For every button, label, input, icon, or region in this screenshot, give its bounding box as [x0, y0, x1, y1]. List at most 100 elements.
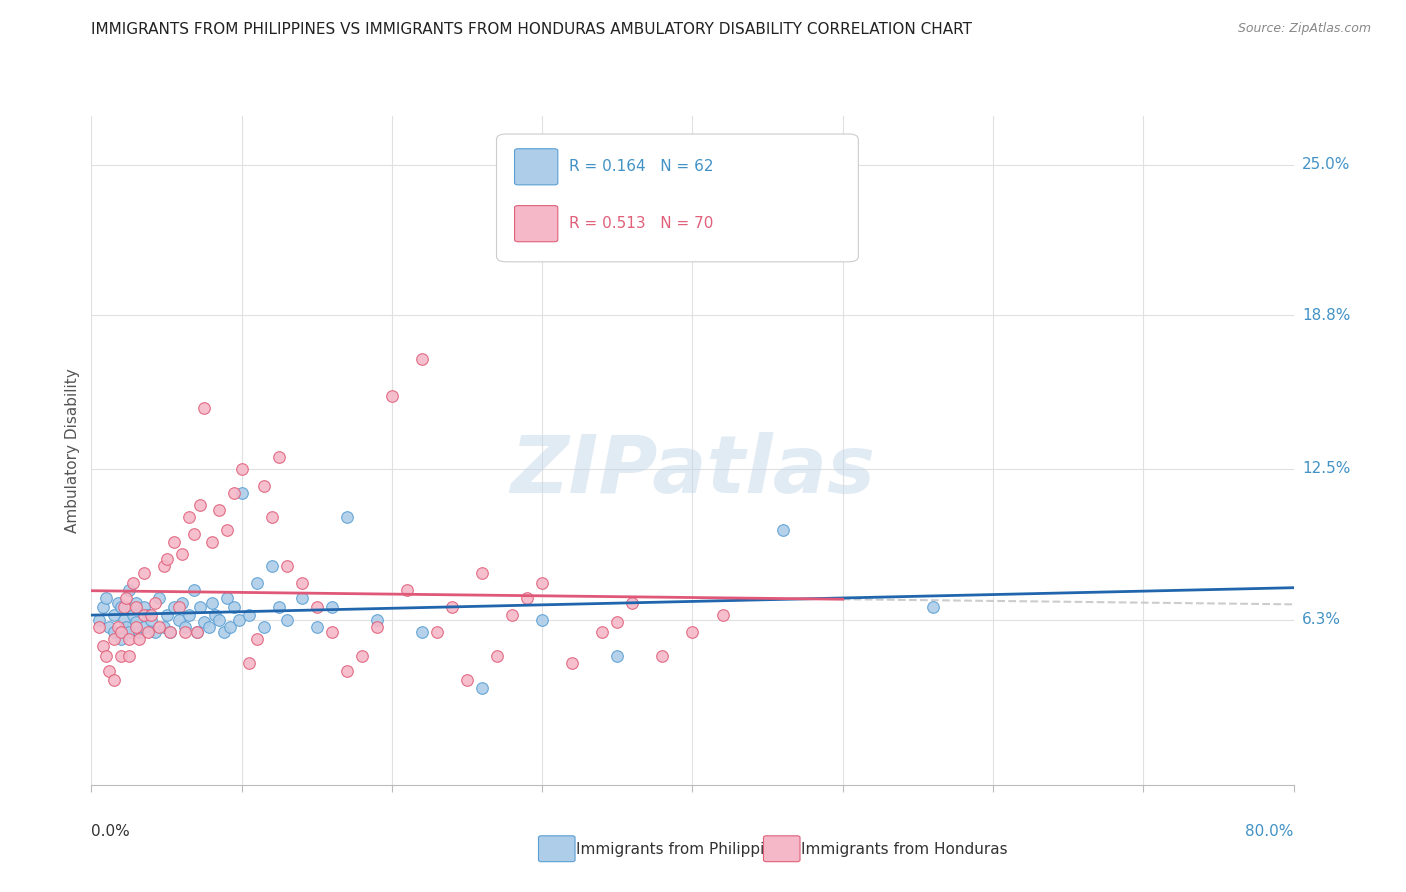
Point — [96, 648, 118, 663]
Text: 18.8%: 18.8% — [1302, 308, 1350, 323]
Point — [224, 486, 246, 500]
Point — [276, 613, 298, 627]
Point — [141, 607, 163, 622]
Point — [922, 600, 945, 615]
Point — [132, 620, 155, 634]
Point — [118, 583, 141, 598]
Point — [291, 576, 314, 591]
Point — [201, 595, 224, 609]
Point — [426, 624, 449, 639]
Point — [456, 673, 478, 688]
Point — [122, 607, 145, 622]
Point — [193, 615, 215, 629]
Point — [167, 613, 190, 627]
Point — [246, 576, 269, 591]
Text: 12.5%: 12.5% — [1302, 461, 1350, 476]
Point — [167, 600, 190, 615]
Point — [118, 632, 141, 646]
Point — [177, 510, 200, 524]
Point — [336, 664, 359, 678]
Point — [155, 551, 177, 566]
FancyBboxPatch shape — [515, 149, 558, 185]
Point — [87, 613, 110, 627]
Point — [159, 624, 181, 639]
Point — [118, 648, 141, 663]
Point — [148, 620, 170, 634]
Point — [87, 620, 110, 634]
Point — [366, 613, 388, 627]
Point — [132, 600, 155, 615]
Point — [606, 648, 628, 663]
Point — [96, 591, 118, 605]
Point — [188, 498, 211, 512]
Point — [350, 648, 373, 663]
Point — [231, 461, 253, 475]
Point — [93, 600, 115, 615]
Point — [269, 450, 291, 464]
Point — [471, 566, 494, 581]
Point — [177, 607, 200, 622]
Point — [411, 352, 433, 367]
Point — [141, 613, 163, 627]
Point — [163, 600, 186, 615]
Point — [186, 624, 208, 639]
Point — [125, 620, 148, 634]
Point — [186, 624, 208, 639]
Point — [183, 583, 205, 598]
Point — [238, 657, 260, 671]
Y-axis label: Ambulatory Disability: Ambulatory Disability — [65, 368, 80, 533]
Point — [173, 624, 195, 639]
Point — [128, 624, 150, 639]
Point — [132, 607, 155, 622]
Point — [269, 600, 291, 615]
FancyBboxPatch shape — [515, 206, 558, 242]
Text: R = 0.513   N = 70: R = 0.513 N = 70 — [568, 216, 713, 230]
FancyBboxPatch shape — [496, 134, 858, 262]
Point — [173, 620, 195, 634]
Point — [305, 600, 328, 615]
Point — [208, 503, 231, 517]
Point — [107, 595, 129, 609]
Point — [516, 591, 538, 605]
Point — [531, 613, 554, 627]
Point — [152, 559, 174, 574]
Point — [291, 591, 314, 605]
Point — [118, 624, 141, 639]
Text: Immigrants from Philippines: Immigrants from Philippines — [576, 842, 792, 856]
Point — [321, 624, 343, 639]
Point — [125, 595, 148, 609]
Point — [215, 591, 238, 605]
Point — [201, 534, 224, 549]
Point — [208, 613, 231, 627]
Point — [561, 657, 583, 671]
Point — [204, 607, 226, 622]
Point — [591, 624, 613, 639]
Point — [276, 559, 298, 574]
Point — [114, 613, 136, 627]
Text: 0.0%: 0.0% — [91, 824, 131, 838]
Point — [366, 620, 388, 634]
Point — [486, 648, 509, 663]
Point — [411, 624, 433, 639]
Point — [681, 624, 703, 639]
Point — [501, 607, 523, 622]
Point — [132, 566, 155, 581]
Point — [188, 600, 211, 615]
Point — [260, 510, 283, 524]
Point — [224, 600, 246, 615]
Point — [531, 576, 554, 591]
Text: 6.3%: 6.3% — [1302, 612, 1341, 627]
Point — [215, 523, 238, 537]
Point — [606, 615, 628, 629]
Text: 25.0%: 25.0% — [1302, 157, 1350, 172]
Point — [155, 607, 177, 622]
Point — [125, 615, 148, 629]
Point — [103, 624, 125, 639]
Point — [115, 620, 138, 634]
Point — [440, 600, 463, 615]
Point — [228, 613, 250, 627]
Point — [138, 624, 160, 639]
Point — [103, 673, 125, 688]
Point — [321, 600, 343, 615]
Point — [170, 595, 193, 609]
